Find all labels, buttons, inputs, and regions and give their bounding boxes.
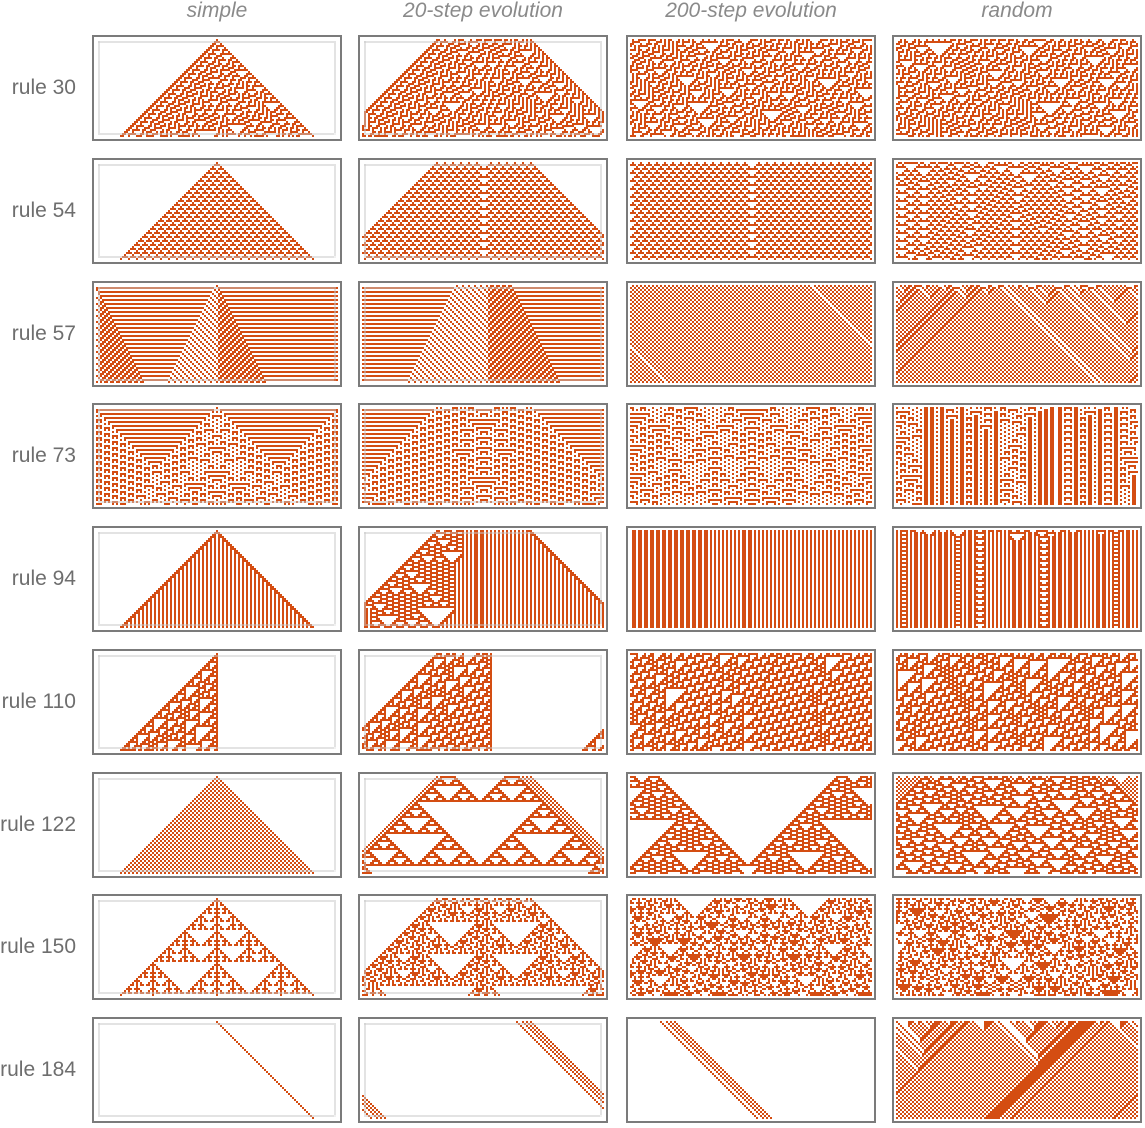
ca-evolution-image xyxy=(96,776,338,874)
ca-evolution-image xyxy=(362,653,604,751)
ca-evolution-image xyxy=(362,898,604,996)
panel-rule-150-simple xyxy=(92,894,342,1000)
ca-evolution-image xyxy=(362,1021,604,1119)
panel-rule-30-step200 xyxy=(626,35,876,141)
panel-rule-184-step200 xyxy=(626,1017,876,1123)
ca-evolution-image xyxy=(96,39,338,137)
row-label-rule-73: rule 73 xyxy=(11,444,76,467)
column-header-step20: 20-step evolution xyxy=(403,0,563,22)
ca-evolution-image xyxy=(362,776,604,874)
panel-rule-57-random xyxy=(892,281,1142,387)
panel-rule-150-random xyxy=(892,894,1142,1000)
panel-rule-54-step20 xyxy=(358,158,608,264)
ca-evolution-image xyxy=(362,285,604,383)
panel-rule-73-step200 xyxy=(626,403,876,509)
row-label-rule-94: rule 94 xyxy=(11,567,76,590)
panel-rule-73-random xyxy=(892,403,1142,509)
panel-rule-57-step200 xyxy=(626,281,876,387)
ca-evolution-image xyxy=(96,162,338,260)
panel-rule-122-step200 xyxy=(626,772,876,878)
ca-evolution-image xyxy=(896,898,1138,996)
ca-evolution-image xyxy=(896,653,1138,751)
panel-rule-150-step200 xyxy=(626,894,876,1000)
ca-evolution-image xyxy=(896,776,1138,874)
panel-rule-94-random xyxy=(892,526,1142,632)
ca-evolution-image xyxy=(362,407,604,505)
ca-evolution-image xyxy=(896,530,1138,628)
ca-evolution-image xyxy=(896,1021,1138,1119)
row-label-rule-57: rule 57 xyxy=(11,322,76,345)
panel-rule-184-simple xyxy=(92,1017,342,1123)
ca-evolution-image xyxy=(630,530,872,628)
panel-rule-184-random xyxy=(892,1017,1142,1123)
ca-evolution-image xyxy=(96,1021,338,1119)
ca-evolution-image xyxy=(896,407,1138,505)
ca-evolution-image xyxy=(630,653,872,751)
column-header-random: random xyxy=(981,0,1053,22)
panel-rule-110-step200 xyxy=(626,649,876,755)
row-label-rule-30: rule 30 xyxy=(11,76,76,99)
ca-evolution-image xyxy=(96,530,338,628)
panel-rule-184-step20 xyxy=(358,1017,608,1123)
panel-rule-94-simple xyxy=(92,526,342,632)
ca-evolution-image xyxy=(362,39,604,137)
panel-rule-54-random xyxy=(892,158,1142,264)
ca-evolution-image xyxy=(96,407,338,505)
panel-rule-110-step20 xyxy=(358,649,608,755)
panel-rule-57-step20 xyxy=(358,281,608,387)
panel-rule-54-step200 xyxy=(626,158,876,264)
panel-rule-54-simple xyxy=(92,158,342,264)
ca-evolution-image xyxy=(630,285,872,383)
row-label-rule-122: rule 122 xyxy=(0,813,76,836)
ca-evolution-image xyxy=(362,162,604,260)
ca-evolution-image xyxy=(896,162,1138,260)
panel-rule-110-random xyxy=(892,649,1142,755)
ca-evolution-image xyxy=(630,898,872,996)
row-label-rule-110: rule 110 xyxy=(1,690,76,713)
panel-rule-122-random xyxy=(892,772,1142,878)
panel-rule-94-step200 xyxy=(626,526,876,632)
panel-rule-73-simple xyxy=(92,403,342,509)
panel-rule-57-simple xyxy=(92,281,342,387)
ca-evolution-image xyxy=(630,39,872,137)
ca-evolution-image xyxy=(896,285,1138,383)
panel-rule-150-step20 xyxy=(358,894,608,1000)
ca-evolution-image xyxy=(630,776,872,874)
panel-rule-122-simple xyxy=(92,772,342,878)
panel-rule-73-step20 xyxy=(358,403,608,509)
panel-rule-94-step20 xyxy=(358,526,608,632)
ca-evolution-image xyxy=(96,898,338,996)
panel-rule-110-simple xyxy=(92,649,342,755)
column-header-simple: simple xyxy=(186,0,248,22)
panel-rule-30-random xyxy=(892,35,1142,141)
panel-rule-30-step20 xyxy=(358,35,608,141)
row-label-rule-184: rule 184 xyxy=(0,1058,76,1081)
ca-evolution-image xyxy=(630,1021,872,1119)
row-label-rule-54: rule 54 xyxy=(11,199,76,222)
ca-evolution-image xyxy=(96,285,338,383)
panel-rule-30-simple xyxy=(92,35,342,141)
ca-evolution-image xyxy=(630,162,872,260)
ca-evolution-image xyxy=(362,530,604,628)
ca-evolution-image xyxy=(630,407,872,505)
row-label-rule-150: rule 150 xyxy=(0,935,76,958)
ca-evolution-image xyxy=(896,39,1138,137)
ca-evolution-image xyxy=(96,653,338,751)
column-header-step200: 200-step evolution xyxy=(665,0,837,22)
panel-rule-122-step20 xyxy=(358,772,608,878)
